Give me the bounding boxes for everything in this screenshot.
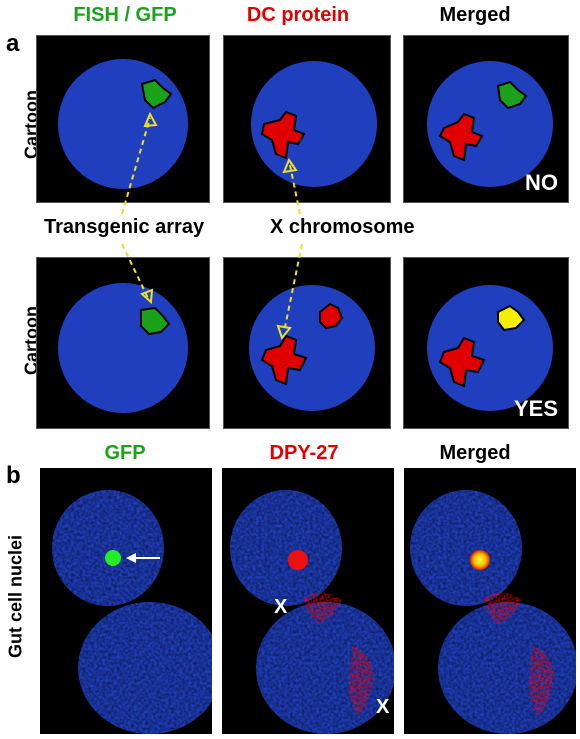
nucleus-circle: [58, 283, 188, 413]
row-label-gut-cell-nuclei: Gut cell nuclei: [5, 534, 26, 659]
dpy27-array-spot: [288, 550, 308, 570]
cartoon-panel-dc-row1: [223, 35, 391, 203]
red-x-chromosome: [438, 112, 484, 162]
yellow-overlap-spot: [497, 304, 526, 332]
nucleus-circle: [249, 285, 375, 411]
x-chromosome-territory-2: [529, 646, 554, 716]
x-chromosome-territory-1: [304, 592, 342, 624]
result-no: NO: [525, 170, 558, 195]
header-merged-b: Merged: [439, 442, 511, 464]
micrograph-gfp: [40, 468, 222, 734]
white-arrowhead: [126, 553, 136, 563]
result-yes: YES: [513, 396, 558, 421]
header-dpy27: DPY-27: [269, 442, 339, 464]
label-x-chromosome: X chromosome: [270, 216, 415, 238]
x-chromosome-territory-1: [484, 592, 522, 624]
micrograph-merged: [404, 468, 578, 734]
cartoon-svg-fish-row2: [58, 283, 188, 413]
cartoon-panel-fish-row2: [36, 257, 210, 429]
red-x-chromosome: [260, 110, 306, 160]
nucleus-circle: [427, 285, 553, 411]
nucleus-circle: [58, 59, 188, 189]
micrograph-svg-gfp: [52, 490, 222, 734]
cartoon-svg-merged-row1: [427, 61, 553, 187]
cartoon-panel-fish-row1: [36, 35, 210, 203]
nucleus-lower: [78, 602, 222, 734]
panel-letter-a: a: [6, 30, 20, 57]
header-gfp: GFP: [104, 442, 146, 464]
red-small-spot: [319, 302, 344, 330]
merged-colocalized-spot: [470, 550, 490, 570]
x-mark-1: X: [274, 596, 288, 618]
green-spot: [140, 78, 173, 110]
x-mark-2: X: [376, 696, 390, 718]
micrograph-svg-dpy27: [230, 490, 396, 734]
header-dc-protein: DC protein: [246, 4, 350, 26]
cartoon-svg-fish-row1: [58, 59, 188, 189]
panel-letter-b: b: [6, 462, 21, 489]
gfp-spot: [105, 550, 121, 566]
cartoon-panel-merged-row2: YES: [403, 257, 569, 429]
green-spot: [140, 306, 171, 336]
cartoon-svg-dc-row1: [251, 61, 377, 187]
header-fish-gfp: FISH / GFP: [73, 4, 177, 26]
nucleus-upper: [410, 490, 522, 606]
green-spot: [496, 80, 528, 110]
nucleus-lower: [438, 602, 578, 734]
cartoon-panel-merged-row1: NO: [403, 35, 569, 203]
nucleus-lower: [256, 602, 396, 734]
red-x-chromosome: [438, 336, 486, 388]
cartoon-svg-dc-row2: [249, 285, 375, 411]
x-chromosome-territory-2: [349, 646, 374, 716]
cartoon-svg-merged-row2: [427, 285, 553, 411]
nucleus-circle: [427, 61, 553, 187]
header-merged-a: Merged: [439, 4, 511, 26]
cartoon-panel-dc-row2: [223, 257, 391, 429]
micrograph-svg-merged: [410, 490, 578, 734]
nucleus-upper: [230, 490, 342, 606]
nucleus-upper: [52, 490, 164, 606]
label-transgenic-array: Transgenic array: [44, 216, 205, 238]
micrograph-dpy27: X X: [222, 468, 396, 734]
